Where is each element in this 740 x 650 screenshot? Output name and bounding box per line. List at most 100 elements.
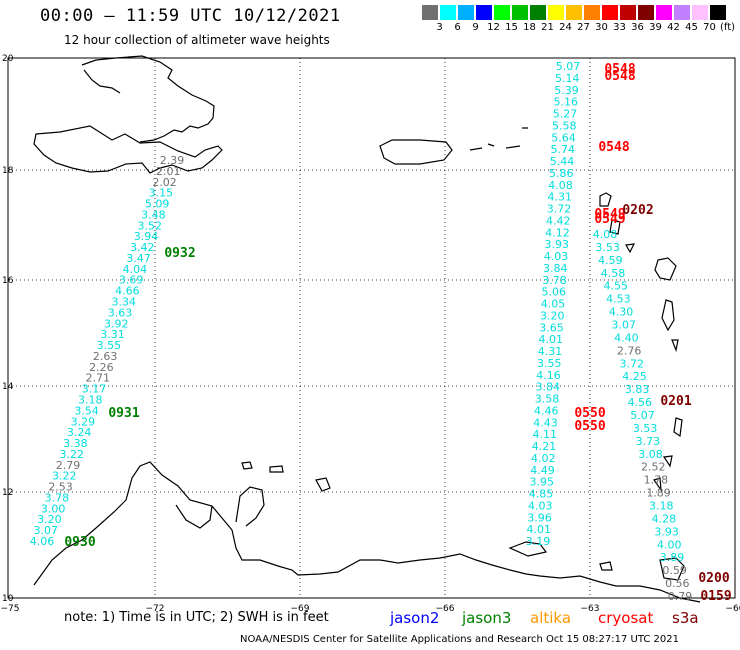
wave-height-value: 5.07 — [630, 409, 655, 422]
wave-height-value: 4.55 — [603, 280, 628, 293]
wave-height-value: 3.94 — [134, 230, 159, 243]
scale-swatch — [548, 5, 565, 20]
wave-height-value: 4.04 — [123, 263, 148, 276]
legend-jason2: jason2 — [390, 609, 440, 627]
wave-height-value: 4.53 — [606, 293, 631, 306]
scale-swatch — [566, 5, 583, 20]
wave-height-value: 5.44 — [550, 155, 575, 168]
scale-swatch — [692, 5, 709, 20]
coast-trinidad — [659, 557, 685, 581]
wave-height-value: 2.79 — [56, 459, 81, 472]
wave-height-value: 4.01 — [527, 523, 552, 536]
wave-height-value: 3.52 — [137, 219, 162, 232]
scale-swatch — [494, 5, 511, 20]
scale-tick: 18 — [523, 22, 536, 33]
footer-note: note: 1) Time is in UTC; 2) SWH is in fe… — [64, 610, 329, 625]
wave-height-value: 5.74 — [551, 143, 576, 156]
wave-height-value: 5.58 — [552, 119, 577, 132]
track-time-s3a: 0159 — [700, 589, 731, 604]
wave-height-value: 2.39 — [160, 154, 185, 167]
wave-height-value: 3.42 — [130, 241, 155, 254]
track-time-jason3: 0930 — [64, 535, 95, 550]
scale-swatch — [512, 5, 529, 20]
scale-tick: 36 — [631, 22, 644, 33]
wave-height-value: 3.48 — [141, 208, 166, 221]
wave-height-value: 5.64 — [551, 131, 576, 144]
scale-tick: 70 — [703, 22, 716, 33]
wave-height-value: 5.14 — [555, 72, 580, 85]
coast-virgin-islands — [469, 127, 528, 151]
wave-height-value: 4.85 — [529, 488, 554, 501]
wave-height-value: 3.38 — [63, 437, 88, 450]
page-subtitle: 12 hour collection of altimeter wave hei… — [64, 33, 330, 47]
wave-height-value: 3.22 — [52, 470, 77, 483]
legend-altika: altika — [530, 609, 572, 627]
scale-tick: (ft) — [719, 22, 736, 33]
wave-height-value: 2.63 — [93, 350, 118, 363]
wave-height-value: 1.89 — [646, 487, 671, 500]
lon-label: −60 — [726, 604, 740, 614]
wave-height-value: 3.53 — [633, 422, 658, 435]
scale-tick: 12 — [487, 22, 500, 33]
legend-jason3: jason3 — [462, 609, 512, 627]
scale-tick: 27 — [577, 22, 590, 33]
scale-tick: 24 — [559, 22, 572, 33]
wave-height-value: 4.59 — [598, 254, 623, 267]
wave-height-value: 4.30 — [609, 306, 634, 319]
wave-height-value: 4.25 — [622, 370, 647, 383]
wave-height-value: 3.72 — [620, 357, 645, 370]
wave-height-value: 3.20 — [37, 513, 62, 526]
wave-height-value: 2.02 — [152, 176, 177, 189]
lat-lon-grid — [7, 57, 736, 599]
track-time-cryosat: 0548 — [604, 69, 635, 84]
footer-credit: NOAA/NESDIS Center for Satellite Applica… — [240, 634, 679, 645]
wave-height-value: 4.66 — [115, 285, 140, 298]
scale-swatch — [602, 5, 619, 20]
wave-height-value: 3.20 — [540, 309, 565, 322]
wave-height-value: 4.21 — [532, 440, 557, 453]
wave-height-value: 3.63 — [108, 306, 133, 319]
scale-tick: 3 — [436, 22, 443, 33]
wave-height-value: 3.84 — [543, 262, 568, 275]
wave-height-value: 2.53 — [48, 481, 73, 494]
wave-height-value: 2.52 — [641, 461, 666, 474]
wave-height-value: 5.09 — [145, 198, 170, 211]
legend-cryosat: cryosat — [598, 609, 654, 627]
wave-height-value: 3.47 — [126, 252, 151, 265]
wave-height-value: 3.24 — [67, 426, 92, 439]
lat-label: 14 — [2, 382, 14, 392]
track-time-cryosat: 0549 — [594, 212, 625, 227]
wave-height-value: 3.55 — [537, 357, 562, 370]
wave-height-value: 1.78 — [644, 474, 669, 487]
wave-height-value: 3.18 — [78, 393, 103, 406]
wave-height-value: 3.07 — [612, 319, 637, 332]
wave-height-value: 5.07 — [556, 60, 581, 73]
track-mid-observations: 5.075.145.395.165.275.585.645.745.445.86… — [526, 60, 581, 548]
coastline — [33, 55, 701, 603]
wave-height-value: 4.06 — [30, 535, 55, 548]
wave-height-value: 3.19 — [526, 535, 551, 548]
wave-height-value: 2.01 — [156, 165, 181, 178]
coast-south-america — [33, 461, 701, 603]
wave-height-value: 3.83 — [625, 383, 650, 396]
wave-height-value: 5.86 — [549, 167, 574, 180]
wave-height-value: 0.59 — [662, 564, 687, 577]
legend-s3a: s3a — [672, 609, 699, 627]
wave-height-value: 3.78 — [542, 274, 567, 287]
coast-haiti-bay — [83, 69, 121, 94]
wave-height-value: 4.49 — [530, 464, 555, 477]
map-frame — [7, 57, 736, 599]
track-east-observations: 4.083.534.594.584.554.534.303.074.402.76… — [593, 228, 693, 603]
lat-label: 12 — [2, 488, 13, 498]
wave-height-value: 3.72 — [547, 203, 572, 216]
wave-height-value: 3.58 — [535, 393, 560, 406]
wave-height-value: 4.58 — [601, 267, 626, 280]
coast-paraguana — [235, 486, 265, 527]
wave-height-value: 4.03 — [544, 250, 569, 263]
wave-height-value: 3.89 — [660, 551, 685, 564]
wave-height-value: 3.00 — [41, 502, 66, 515]
wave-height-value: 4.31 — [538, 345, 563, 358]
wave-height-value: 2.71 — [85, 372, 110, 385]
wave-height-value: 4.12 — [545, 226, 570, 239]
scale-swatch — [530, 5, 547, 20]
